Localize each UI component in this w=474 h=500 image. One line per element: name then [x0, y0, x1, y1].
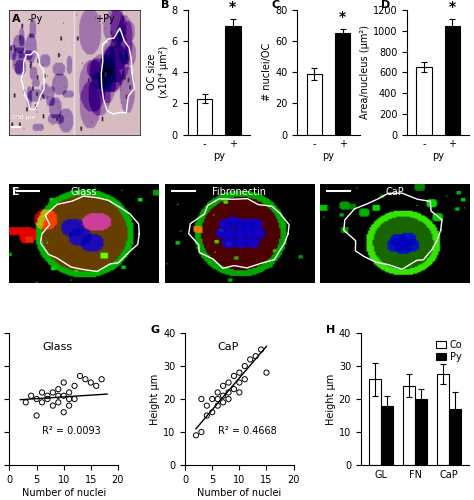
- Y-axis label: Height μm: Height μm: [326, 374, 336, 424]
- X-axis label: Number of nuclei: Number of nuclei: [22, 488, 106, 498]
- Bar: [369, 379, 381, 465]
- Point: [225, 395, 232, 403]
- Point: [44, 395, 51, 403]
- Point: [55, 398, 62, 406]
- X-axis label: Number of nuclei: Number of nuclei: [197, 488, 282, 498]
- Point: [236, 388, 243, 396]
- Point: [92, 382, 100, 390]
- Text: B: B: [162, 0, 170, 10]
- Point: [209, 408, 216, 416]
- Y-axis label: OC size
(x10⁴ μm²): OC size (x10⁴ μm²): [147, 46, 169, 98]
- Point: [27, 392, 35, 400]
- Point: [268, 326, 276, 334]
- Point: [257, 346, 265, 354]
- Point: [209, 395, 216, 403]
- Point: [246, 356, 254, 364]
- Point: [44, 392, 51, 400]
- Point: [214, 402, 221, 409]
- Bar: [445, 26, 460, 134]
- Bar: [225, 26, 241, 134]
- Point: [71, 382, 78, 390]
- Point: [252, 352, 259, 360]
- Point: [49, 402, 57, 409]
- Text: E: E: [12, 188, 20, 198]
- Point: [71, 395, 78, 403]
- Text: *: *: [229, 0, 237, 14]
- Bar: [197, 99, 212, 134]
- Text: D: D: [381, 0, 390, 10]
- Legend: Co, Py: Co, Py: [434, 338, 465, 364]
- X-axis label: py: py: [213, 151, 225, 161]
- Text: G: G: [150, 325, 160, 335]
- Y-axis label: Area/nucleus (μm²): Area/nucleus (μm²): [360, 26, 370, 120]
- Point: [22, 398, 29, 406]
- Bar: [307, 74, 322, 134]
- Point: [214, 395, 221, 403]
- Text: -Py: -Py: [28, 14, 43, 24]
- Point: [65, 402, 73, 409]
- Text: Fibronectin: Fibronectin: [212, 188, 266, 198]
- Bar: [449, 409, 461, 465]
- Point: [236, 368, 243, 376]
- Point: [76, 372, 84, 380]
- Point: [230, 372, 238, 380]
- Point: [241, 375, 248, 383]
- Text: 100 μm: 100 μm: [12, 114, 36, 119]
- X-axis label: py: py: [322, 151, 335, 161]
- Point: [241, 362, 248, 370]
- Point: [230, 385, 238, 393]
- Point: [219, 392, 227, 400]
- Point: [60, 378, 67, 386]
- Point: [236, 378, 243, 386]
- Point: [60, 408, 67, 416]
- Bar: [403, 386, 415, 465]
- Text: Glass: Glass: [71, 188, 97, 198]
- Text: H: H: [326, 325, 336, 335]
- Text: +Py: +Py: [95, 14, 115, 24]
- Point: [225, 378, 232, 386]
- Text: A: A: [12, 14, 21, 24]
- Point: [55, 392, 62, 400]
- Text: Glass: Glass: [42, 342, 72, 352]
- Point: [65, 395, 73, 403]
- Point: [38, 398, 46, 406]
- Bar: [381, 406, 393, 465]
- Point: [203, 402, 210, 409]
- Y-axis label: Height μm: Height μm: [150, 374, 160, 424]
- Text: *: *: [449, 0, 456, 14]
- Point: [33, 395, 40, 403]
- Point: [214, 388, 221, 396]
- Bar: [437, 374, 449, 465]
- Point: [49, 388, 57, 396]
- Y-axis label: # nuclei/OC: # nuclei/OC: [263, 43, 273, 102]
- Text: C: C: [271, 0, 279, 10]
- Text: R² = 0.4668: R² = 0.4668: [218, 426, 276, 436]
- Point: [87, 378, 95, 386]
- Point: [82, 375, 89, 383]
- Text: *: *: [339, 10, 346, 24]
- Bar: [335, 34, 350, 134]
- Point: [219, 382, 227, 390]
- X-axis label: py: py: [432, 151, 444, 161]
- Point: [33, 412, 40, 420]
- Point: [38, 388, 46, 396]
- Point: [198, 428, 205, 436]
- Point: [225, 388, 232, 396]
- Bar: [415, 399, 427, 465]
- Point: [60, 392, 67, 400]
- Bar: [416, 67, 432, 134]
- Point: [192, 432, 200, 440]
- Text: CaP: CaP: [385, 188, 404, 198]
- Point: [219, 398, 227, 406]
- Text: R² = 0.0093: R² = 0.0093: [42, 426, 101, 436]
- Point: [203, 412, 210, 420]
- Point: [65, 388, 73, 396]
- Point: [198, 395, 205, 403]
- Point: [55, 385, 62, 393]
- Point: [263, 368, 270, 376]
- Point: [98, 375, 105, 383]
- Text: CaP: CaP: [218, 342, 239, 352]
